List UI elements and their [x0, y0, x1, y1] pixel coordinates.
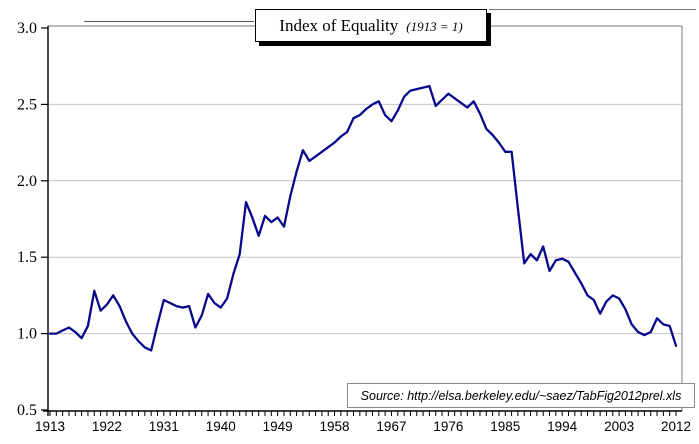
x-tick-label-1976: 1976	[433, 419, 463, 434]
chart-title: Index of Equality	[279, 15, 399, 35]
x-tick-label-1940: 1940	[206, 419, 236, 434]
top-left-rule	[84, 21, 254, 22]
y-tick-label-1.0: 1.0	[17, 326, 37, 343]
x-tick-label-1949: 1949	[263, 419, 293, 434]
y-tick-label-1.5: 1.5	[17, 249, 37, 266]
chart-title-box: Index of Equality (1913 = 1)	[255, 9, 487, 42]
x-tick-label-1994: 1994	[547, 419, 578, 434]
chart-title-note: (1913 = 1)	[406, 18, 463, 34]
x-tick-label-2003: 2003	[604, 419, 634, 434]
y-tick-label-2.5: 2.5	[17, 96, 37, 113]
x-tick-label-2012: 2012	[661, 419, 691, 434]
top-right-rule	[489, 9, 696, 10]
y-tick-label-2.0: 2.0	[17, 173, 37, 190]
x-tick-label-1913: 1913	[35, 419, 65, 434]
x-tick-label-1931: 1931	[149, 419, 179, 434]
source-citation: Source: http://elsa.berkeley.edu/~saez/T…	[360, 388, 682, 403]
x-tick-label-1985: 1985	[490, 419, 520, 434]
x-tick-label-1958: 1958	[320, 419, 350, 434]
x-tick-label-1922: 1922	[92, 419, 122, 434]
equality-index-line	[48, 84, 678, 352]
x-tick-label-1967: 1967	[376, 419, 406, 434]
y-tick-label-3.0: 3.0	[17, 20, 37, 37]
y-tick-label-0.5: 0.5	[17, 402, 37, 419]
source-box: Source: http://elsa.berkeley.edu/~saez/T…	[347, 383, 695, 408]
